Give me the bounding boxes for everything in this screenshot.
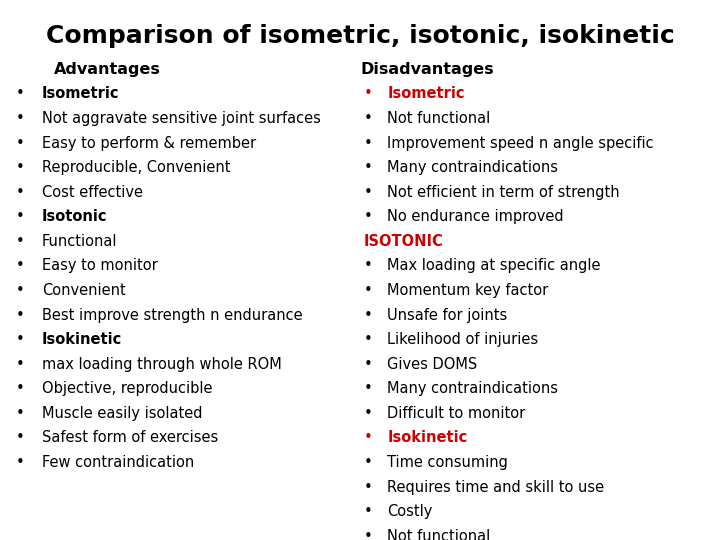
Text: •: • (364, 308, 372, 322)
Text: •: • (364, 332, 372, 347)
Text: Isotonic: Isotonic (42, 209, 107, 224)
Text: •: • (16, 356, 24, 372)
Text: •: • (16, 185, 24, 200)
Text: Disadvantages: Disadvantages (360, 62, 494, 77)
Text: •: • (16, 332, 24, 347)
Text: Reproducible, Convenient: Reproducible, Convenient (42, 160, 230, 175)
Text: •: • (364, 480, 372, 495)
Text: Improvement speed n angle specific: Improvement speed n angle specific (387, 136, 654, 151)
Text: Many contraindications: Many contraindications (387, 381, 559, 396)
Text: Muscle easily isolated: Muscle easily isolated (42, 406, 202, 421)
Text: •: • (364, 381, 372, 396)
Text: Difficult to monitor: Difficult to monitor (387, 406, 526, 421)
Text: Costly: Costly (387, 504, 433, 519)
Text: Isometric: Isometric (387, 86, 465, 102)
Text: •: • (16, 234, 24, 249)
Text: Easy to perform & remember: Easy to perform & remember (42, 136, 256, 151)
Text: Isometric: Isometric (42, 86, 120, 102)
Text: •: • (364, 259, 372, 273)
Text: Few contraindication: Few contraindication (42, 455, 194, 470)
Text: Not aggravate sensitive joint surfaces: Not aggravate sensitive joint surfaces (42, 111, 320, 126)
Text: •: • (364, 455, 372, 470)
Text: •: • (16, 259, 24, 273)
Text: Unsafe for joints: Unsafe for joints (387, 308, 508, 322)
Text: •: • (16, 86, 24, 102)
Text: Not functional: Not functional (387, 111, 490, 126)
Text: •: • (16, 136, 24, 151)
Text: No endurance improved: No endurance improved (387, 209, 564, 224)
Text: •: • (364, 160, 372, 175)
Text: •: • (364, 406, 372, 421)
Text: •: • (364, 504, 372, 519)
Text: Isokinetic: Isokinetic (42, 332, 122, 347)
Text: Isokinetic: Isokinetic (387, 430, 467, 445)
Text: •: • (364, 430, 372, 445)
Text: Not functional: Not functional (387, 529, 490, 540)
Text: •: • (364, 111, 372, 126)
Text: max loading through whole ROM: max loading through whole ROM (42, 356, 282, 372)
Text: •: • (364, 356, 372, 372)
Text: •: • (364, 136, 372, 151)
Text: Functional: Functional (42, 234, 117, 249)
Text: •: • (16, 430, 24, 445)
Text: Objective, reproducible: Objective, reproducible (42, 381, 212, 396)
Text: Easy to monitor: Easy to monitor (42, 259, 158, 273)
Text: Likelihood of injuries: Likelihood of injuries (387, 332, 539, 347)
Text: Comparison of isometric, isotonic, isokinetic: Comparison of isometric, isotonic, isoki… (45, 24, 675, 48)
Text: •: • (16, 455, 24, 470)
Text: Time consuming: Time consuming (387, 455, 508, 470)
Text: Max loading at specific angle: Max loading at specific angle (387, 259, 601, 273)
Text: Gives DOMS: Gives DOMS (387, 356, 477, 372)
Text: •: • (16, 283, 24, 298)
Text: Momentum key factor: Momentum key factor (387, 283, 549, 298)
Text: Requires time and skill to use: Requires time and skill to use (387, 480, 605, 495)
Text: Convenient: Convenient (42, 283, 125, 298)
Text: Best improve strength n endurance: Best improve strength n endurance (42, 308, 302, 322)
Text: •: • (364, 209, 372, 224)
Text: Safest form of exercises: Safest form of exercises (42, 430, 218, 445)
Text: •: • (364, 529, 372, 540)
Text: •: • (16, 160, 24, 175)
Text: Not efficient in term of strength: Not efficient in term of strength (387, 185, 620, 200)
Text: Many contraindications: Many contraindications (387, 160, 559, 175)
Text: •: • (16, 209, 24, 224)
Text: •: • (16, 406, 24, 421)
Text: •: • (364, 283, 372, 298)
Text: •: • (16, 111, 24, 126)
Text: •: • (364, 185, 372, 200)
Text: ISOTONIC: ISOTONIC (364, 234, 444, 249)
Text: •: • (16, 308, 24, 322)
Text: Advantages: Advantages (54, 62, 161, 77)
Text: •: • (16, 381, 24, 396)
Text: •: • (364, 86, 372, 102)
Text: Cost effective: Cost effective (42, 185, 143, 200)
